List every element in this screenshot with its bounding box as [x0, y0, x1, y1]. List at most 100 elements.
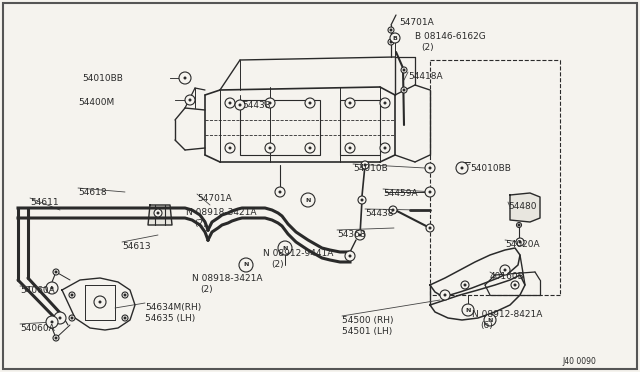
- Circle shape: [390, 41, 392, 44]
- Bar: [340, 100, 380, 155]
- Circle shape: [54, 270, 58, 273]
- Circle shape: [355, 230, 365, 240]
- Circle shape: [305, 98, 315, 108]
- Circle shape: [504, 269, 506, 272]
- Circle shape: [345, 143, 355, 153]
- Circle shape: [440, 290, 450, 300]
- Circle shape: [360, 199, 364, 202]
- Circle shape: [390, 29, 392, 32]
- Circle shape: [225, 98, 235, 108]
- Text: 54459A: 54459A: [383, 189, 418, 198]
- Circle shape: [358, 234, 362, 237]
- Circle shape: [265, 143, 275, 153]
- Circle shape: [179, 72, 191, 84]
- Circle shape: [364, 164, 367, 167]
- Text: 54611: 54611: [30, 198, 59, 207]
- Circle shape: [58, 317, 61, 320]
- Circle shape: [389, 206, 397, 214]
- Text: 54634M(RH): 54634M(RH): [145, 303, 201, 312]
- Text: J40 0090: J40 0090: [562, 357, 596, 366]
- Circle shape: [235, 100, 245, 110]
- Circle shape: [518, 224, 520, 227]
- Circle shape: [516, 222, 522, 228]
- Circle shape: [425, 187, 435, 197]
- Circle shape: [70, 317, 74, 320]
- Circle shape: [308, 102, 312, 105]
- Text: 54501 (LH): 54501 (LH): [342, 327, 392, 336]
- Circle shape: [361, 161, 369, 169]
- Polygon shape: [510, 193, 540, 222]
- Text: N 08918-3421A: N 08918-3421A: [192, 274, 262, 283]
- Text: N: N: [487, 317, 493, 323]
- Text: (2): (2): [194, 219, 207, 228]
- Circle shape: [269, 147, 271, 150]
- Circle shape: [239, 103, 241, 106]
- Circle shape: [54, 337, 58, 340]
- Text: 54635 (LH): 54635 (LH): [145, 314, 195, 323]
- Circle shape: [308, 147, 312, 150]
- Circle shape: [278, 190, 282, 193]
- Text: 54480: 54480: [508, 202, 536, 211]
- Circle shape: [444, 294, 447, 296]
- Circle shape: [463, 283, 467, 286]
- Text: 40160B: 40160B: [490, 272, 525, 281]
- Circle shape: [53, 269, 59, 275]
- Circle shape: [484, 314, 496, 326]
- Circle shape: [500, 265, 510, 275]
- Text: 54400M: 54400M: [78, 98, 115, 107]
- Circle shape: [46, 282, 58, 294]
- Text: 54010BB: 54010BB: [82, 74, 123, 83]
- Circle shape: [54, 312, 66, 324]
- Circle shape: [345, 98, 355, 108]
- Circle shape: [154, 209, 162, 217]
- Circle shape: [269, 102, 271, 105]
- Circle shape: [518, 241, 522, 244]
- Text: N 08912-9441A: N 08912-9441A: [263, 249, 333, 258]
- Text: 54618: 54618: [78, 188, 107, 197]
- Circle shape: [124, 294, 127, 296]
- Circle shape: [429, 167, 431, 170]
- Circle shape: [358, 196, 366, 204]
- Circle shape: [305, 143, 315, 153]
- Circle shape: [70, 294, 74, 296]
- Circle shape: [94, 296, 106, 308]
- Circle shape: [513, 283, 516, 286]
- Text: (2): (2): [271, 260, 284, 269]
- Circle shape: [401, 87, 407, 93]
- Circle shape: [388, 27, 394, 33]
- Circle shape: [425, 163, 435, 173]
- Circle shape: [383, 147, 387, 150]
- Circle shape: [124, 317, 127, 320]
- Circle shape: [228, 102, 232, 105]
- Text: 54438: 54438: [365, 209, 394, 218]
- Circle shape: [51, 321, 54, 324]
- Text: 54418A: 54418A: [408, 72, 443, 81]
- Circle shape: [184, 77, 186, 80]
- Circle shape: [69, 292, 75, 298]
- Circle shape: [345, 251, 355, 261]
- Circle shape: [185, 95, 195, 105]
- Text: 54701A: 54701A: [197, 194, 232, 203]
- Circle shape: [511, 281, 519, 289]
- Text: 54368: 54368: [337, 230, 365, 239]
- Circle shape: [461, 281, 469, 289]
- Text: 54060A: 54060A: [20, 286, 55, 295]
- Text: 54020A: 54020A: [505, 240, 540, 249]
- Circle shape: [461, 167, 463, 170]
- Circle shape: [462, 304, 474, 316]
- Circle shape: [301, 193, 315, 207]
- Circle shape: [380, 143, 390, 153]
- Circle shape: [122, 292, 128, 298]
- Circle shape: [426, 224, 434, 232]
- Circle shape: [388, 39, 394, 45]
- Circle shape: [53, 335, 59, 341]
- Text: 54613: 54613: [122, 242, 150, 251]
- Text: B: B: [392, 35, 397, 41]
- Circle shape: [401, 67, 407, 73]
- Text: N: N: [305, 198, 310, 202]
- Circle shape: [265, 98, 275, 108]
- Text: B 08146-6162G: B 08146-6162G: [415, 32, 486, 41]
- Circle shape: [456, 162, 468, 174]
- Text: (2): (2): [421, 43, 434, 52]
- Circle shape: [157, 212, 159, 215]
